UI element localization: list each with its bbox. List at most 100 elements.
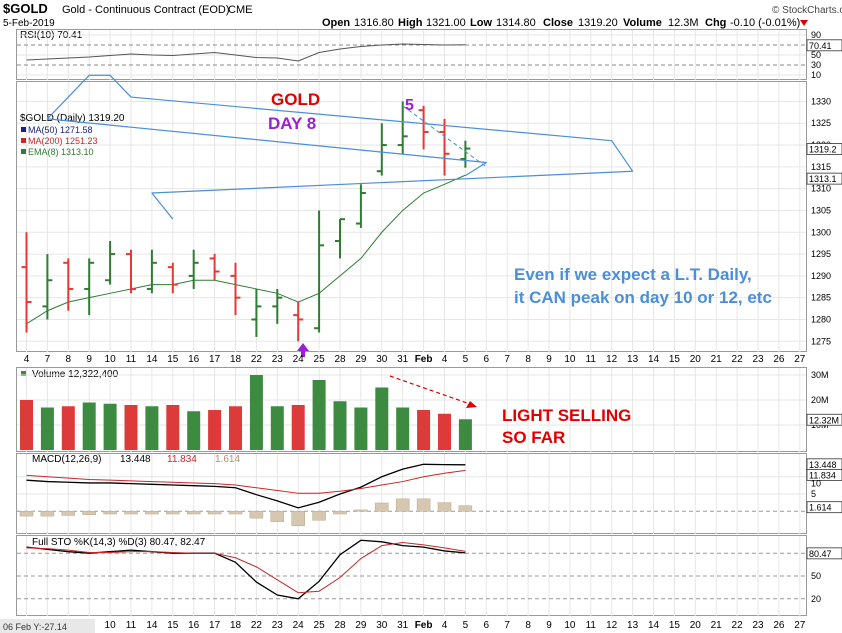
volume-bar [375, 387, 389, 450]
macd-hist-last-value: 1.614 [809, 503, 832, 513]
sto-last-value: 80.47 [809, 549, 832, 559]
ohlc-bar [84, 258, 95, 316]
ohlc-bar [376, 123, 387, 176]
date-tick-label: 15 [669, 620, 681, 631]
volume-bar [291, 405, 305, 450]
selling-trend-arrow [389, 375, 471, 405]
date-tick-label: 4 [24, 354, 30, 365]
gridlines [26, 30, 801, 616]
rsi-last-value: 70.41 [809, 41, 832, 51]
ohlc-bar [126, 249, 136, 294]
macd-marks [19, 463, 473, 527]
macd-hist-bar [354, 509, 368, 512]
date-tick-label: 8 [525, 354, 531, 365]
close-label: Close [543, 17, 573, 29]
annotation-light-selling: LIGHT SELLING [502, 406, 631, 425]
date-tick-label: 26 [773, 354, 785, 365]
ema8-line [26, 174, 466, 325]
macd-hist-bar [291, 511, 305, 527]
date-tick-label: 5 [463, 354, 469, 365]
ohlc-bar [439, 118, 450, 176]
volume-bar [229, 406, 242, 450]
date-tick-label: 4 [442, 620, 448, 631]
macd-hist-bar [270, 511, 285, 522]
date-tick-label: 8 [66, 354, 72, 365]
price-last-close: 1319.2 [809, 145, 837, 155]
macd-hist-bar [103, 511, 117, 515]
sto-marks [26, 539, 466, 600]
price-legend: $GOLD (Daily) 1319.20 MA(50) 1271.58 MA(… [20, 113, 125, 157]
date-tick-label: 14 [146, 354, 158, 365]
date-tick-label: 23 [272, 620, 284, 631]
open-label: Open [322, 17, 350, 29]
price-marks [21, 74, 634, 342]
ohlc-bar [355, 184, 366, 228]
ohlc-bar [293, 302, 304, 342]
date-tick-label: 29 [355, 620, 367, 631]
macd-hist-value: 1.614 [215, 454, 240, 465]
ohlc-bar [21, 232, 32, 333]
date-tick-label: 30 [376, 620, 388, 631]
annotation-note-line2: it CAN peak on day 10 or 12, etc [514, 288, 772, 307]
volume-bar [124, 405, 138, 450]
date-axis-bottom: 10 11 14 15 16 17 18 22 23 24 25 28 29 30 31 Feb 4 5 6 7 8 9 1… [105, 620, 806, 631]
date-tick-label: 14 [146, 620, 158, 631]
annotation-note-line1: Even if we expect a L.T. Daily, [514, 265, 752, 284]
date-tick-label: 4 [442, 354, 448, 365]
sto-tick-label: 50 [811, 571, 821, 581]
price-axis: 1330132513201315131013051300129512901285… [17, 96, 842, 346]
macd-hist-bar [166, 511, 180, 515]
ohlc-bar [460, 140, 471, 168]
macd-signal-line [26, 469, 466, 494]
macd-hist-bar [416, 498, 431, 512]
date-tick-label: 10 [564, 354, 576, 365]
price-panel: 1330132513201315131013051300129512901285… [17, 74, 842, 357]
date-tick-label: 28 [334, 620, 346, 631]
date-tick-label: 30 [376, 354, 388, 365]
date-tick-label: 10 [105, 620, 117, 631]
arrow-head-icon [466, 401, 477, 408]
rsi-tick-label: 50 [811, 50, 821, 60]
low-label: Low [470, 17, 492, 29]
price-tick-label: 1300 [811, 227, 831, 237]
macd-hist-bar [333, 511, 347, 515]
macd-hist-bar [458, 505, 473, 512]
price-tick-label: 1295 [811, 249, 831, 259]
symbol: $GOLD [3, 1, 48, 16]
date-tick-label: 25 [314, 354, 326, 365]
ohlc-bar [314, 210, 325, 333]
low-value: 1314.80 [496, 17, 536, 29]
volume-bar [20, 400, 33, 450]
date-tick-label: 23 [752, 354, 764, 365]
date-tick-label: 6 [484, 620, 490, 631]
volume-bar [40, 407, 54, 450]
volume-bar [82, 402, 96, 450]
date-tick-label: Feb [415, 620, 433, 631]
volume-bar [208, 410, 222, 450]
volume-bar [438, 413, 451, 450]
macd-hist-bar [82, 511, 96, 515]
sto-panel: Full STO %K(14,3) %D(3) 80.47, 82.47 80.… [17, 537, 842, 604]
ma200-swatch [21, 138, 26, 143]
price-tick-label: 1305 [811, 205, 831, 215]
date-tick-label: 26 [773, 620, 785, 631]
crosshair-readout-bg [0, 619, 95, 633]
projected-path-curve [46, 74, 634, 220]
macd-hist-bar [61, 511, 76, 516]
macd-panel-frame [16, 453, 807, 534]
rsi-tick-label: 30 [811, 60, 821, 70]
sto-panel-frame [16, 535, 807, 616]
date-tick-label: 11 [586, 620, 597, 631]
date-tick-label: 11 [126, 354, 137, 365]
macd-hist-bar [207, 511, 222, 515]
volume-bar [61, 406, 75, 450]
date-tick-label: 17 [209, 354, 221, 365]
ohlc-bar [397, 101, 408, 154]
date-tick-label: 15 [669, 354, 681, 365]
rsi-tick-label: 90 [811, 30, 821, 40]
date-tick-label: 11 [586, 354, 597, 365]
ma200-legend: MA(200) 1251.23 [28, 136, 98, 146]
volume-bar [458, 419, 472, 450]
volume-bar [354, 407, 368, 450]
